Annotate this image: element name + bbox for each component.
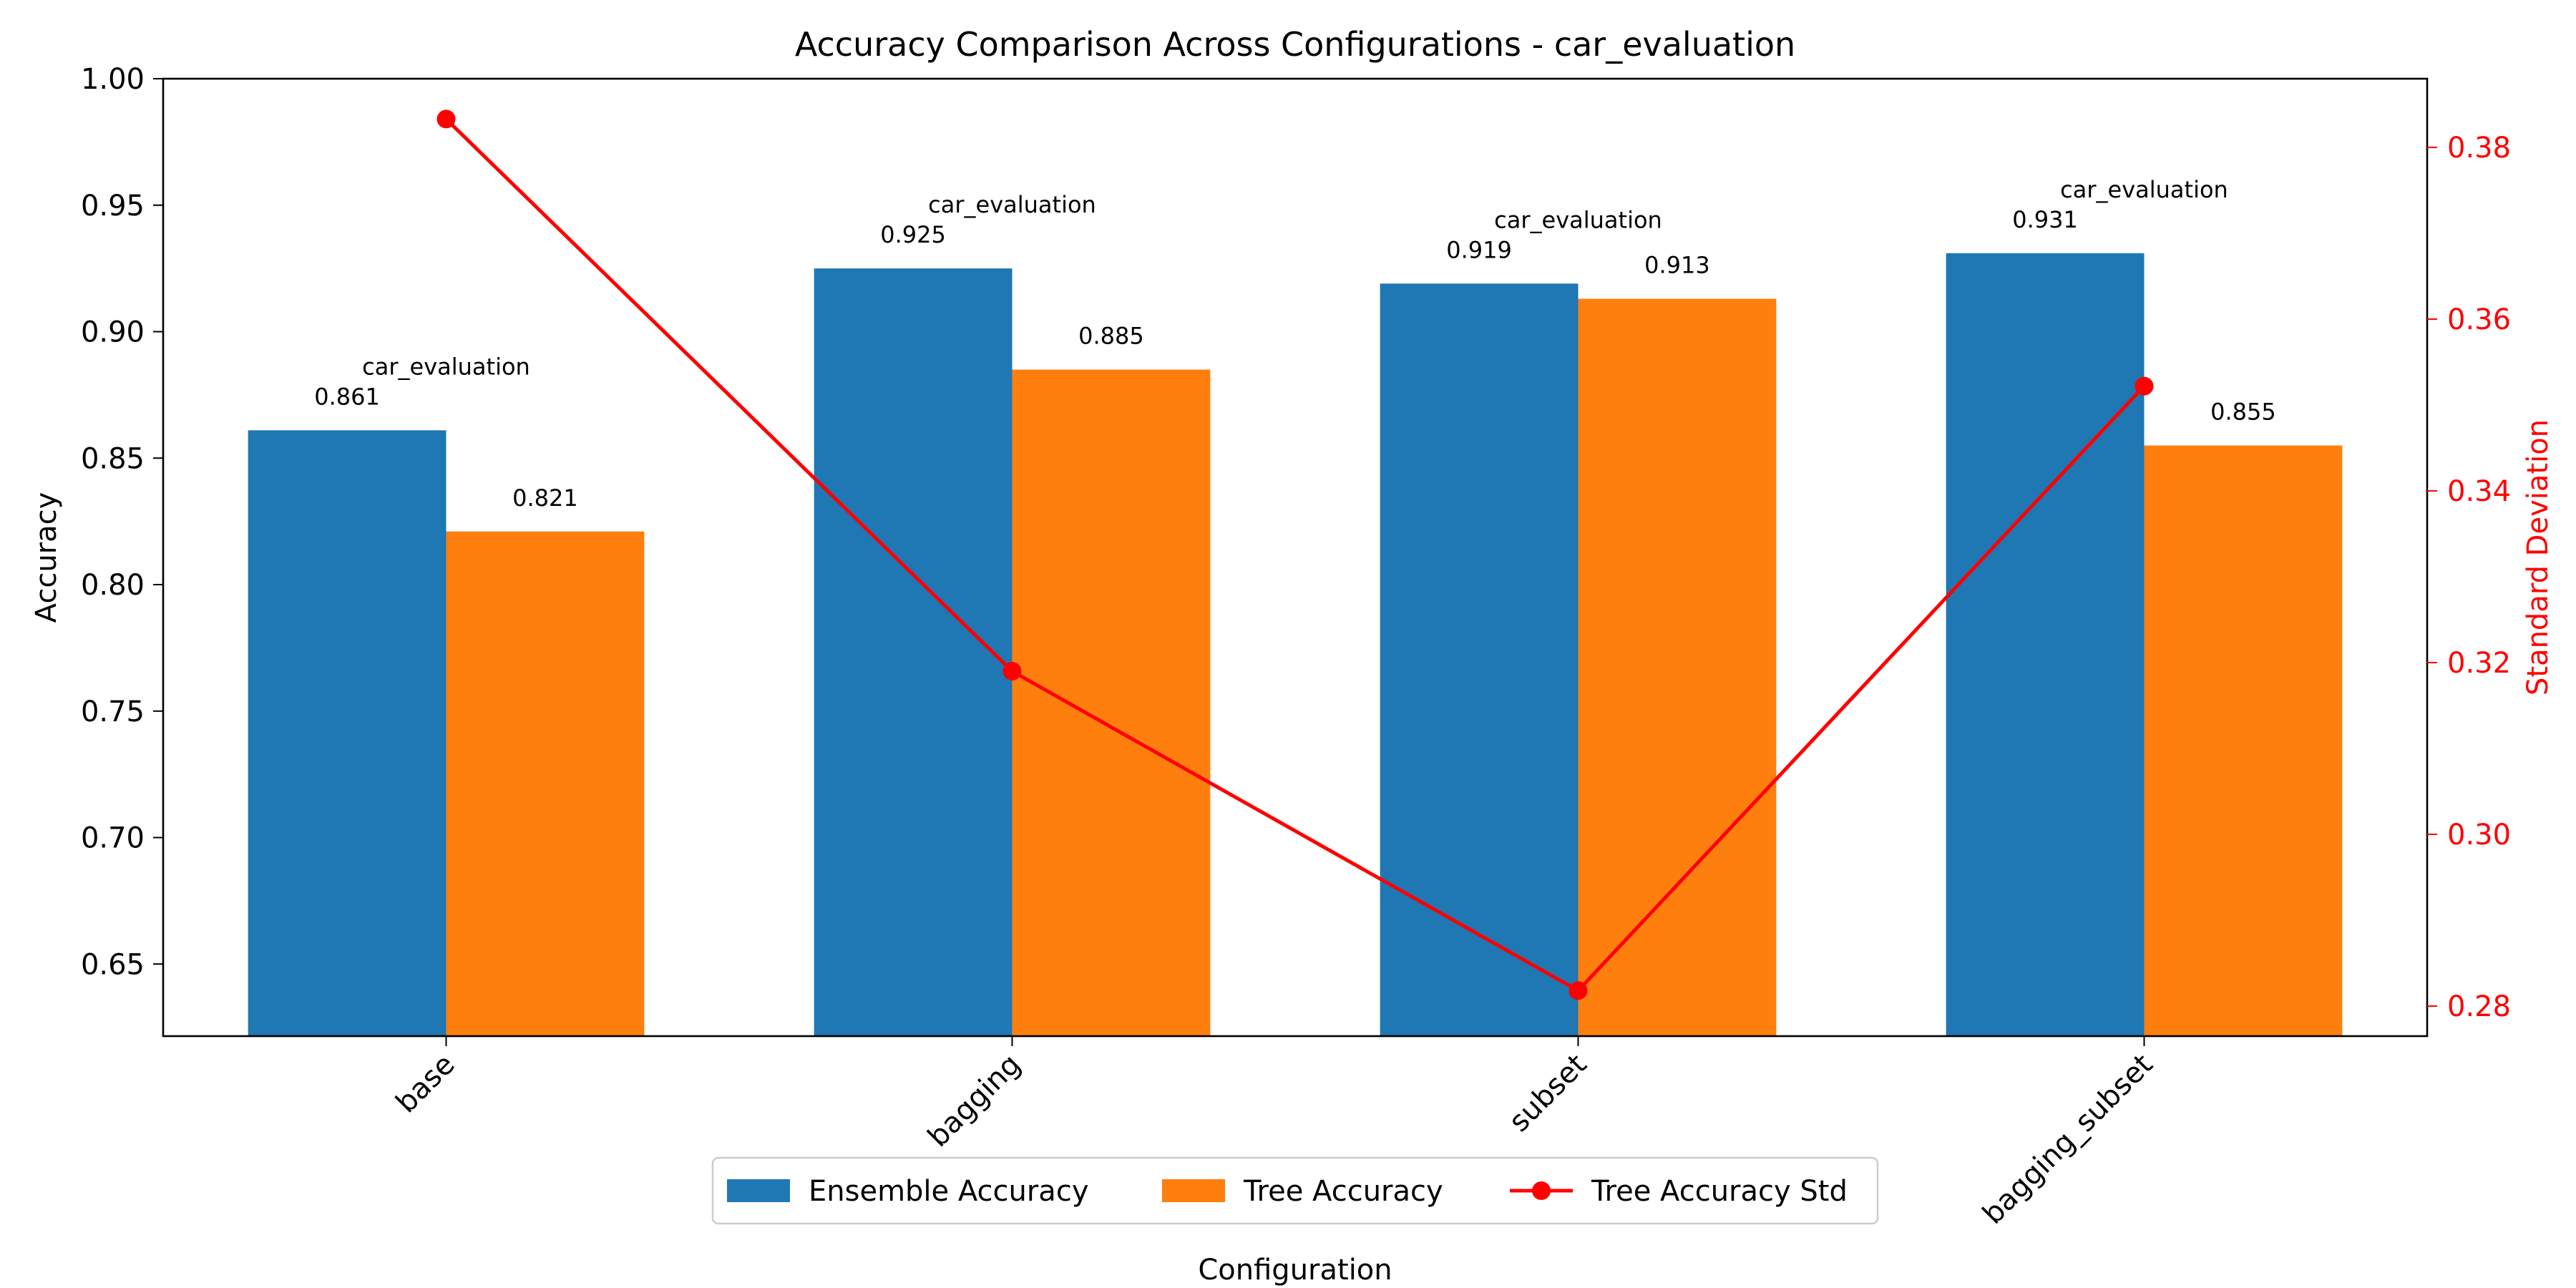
right-tick-label: 0.32 — [2447, 647, 2511, 680]
tree-accuracy-bar-bagging — [1012, 369, 1211, 1036]
ensemble-accuracy-bar-base — [248, 430, 447, 1036]
tree-value-label-bagging: 0.885 — [1078, 323, 1144, 350]
left-axis: 0.65 0.70 0.75 0.80 0.85 0.90 0.95 1.00 — [81, 63, 163, 981]
dataset-annotation-bagging: car_evaluation — [928, 191, 1096, 218]
ensemble-value-label-bagging_subset: 0.931 — [2012, 206, 2078, 233]
tree-accuracy-bar-bagging_subset — [2144, 445, 2343, 1036]
tree-accuracy-std-point-bagging — [1002, 662, 1022, 680]
tree-accuracy-std-point-bagging_subset — [2135, 376, 2154, 396]
legend-label-0: Ensemble Accuracy — [809, 1175, 1088, 1208]
ensemble-accuracy-bar-subset — [1380, 283, 1579, 1036]
ensemble-accuracy-bar-bagging — [814, 268, 1013, 1036]
dataset-annotation-base: car_evaluation — [362, 353, 530, 380]
left-tick-label: 0.90 — [81, 316, 145, 349]
bars-layer — [248, 253, 2343, 1037]
left-tick-label: 0.85 — [81, 442, 145, 475]
tree-accuracy-std-line — [444, 117, 2146, 992]
left-tick-label: 0.65 — [81, 948, 145, 981]
tree-value-label-base: 0.821 — [512, 484, 578, 512]
right-tick-label: 0.36 — [2447, 303, 2511, 336]
ensemble-value-label-subset: 0.919 — [1446, 236, 1512, 263]
chart-title: Accuracy Comparison Across Configuration… — [795, 25, 1795, 64]
tree-value-label-subset: 0.913 — [1644, 252, 1710, 279]
legend-box — [711, 1156, 1879, 1225]
right-tick-label: 0.28 — [2447, 990, 2511, 1023]
right-tick-label: 0.34 — [2447, 475, 2511, 508]
dataset-annotation-bagging_subset: car_evaluation — [2060, 176, 2228, 203]
ensemble-value-label-bagging: 0.925 — [880, 221, 946, 248]
std-line-layer — [436, 109, 2154, 1000]
tree-accuracy-std-point-subset — [1568, 981, 1588, 1000]
value-labels-layer: 0.861 0.925 0.919 0.931 0.821 0.885 0.913 0.855… — [314, 176, 2275, 512]
ensemble-value-label-base: 0.861 — [314, 383, 380, 410]
tree-accuracy-bar-base — [446, 531, 645, 1036]
legend-label-2: Tree Accuracy Std — [1591, 1175, 1848, 1208]
tree-accuracy-std-point-base — [436, 109, 456, 129]
legend-swatch-marker — [1532, 1181, 1551, 1200]
left-tick-label: 0.80 — [81, 569, 145, 602]
left-tick-label: 1.00 — [81, 63, 145, 96]
left-tick-label: 0.70 — [81, 822, 145, 855]
left-tick-label: 0.75 — [81, 696, 145, 728]
right-axis: 0.28 0.30 0.32 0.34 0.36 0.38 — [2427, 132, 2511, 1023]
tree-accuracy-bar-subset — [1578, 298, 1777, 1037]
x-axis-label: Configuration — [1198, 1254, 1392, 1287]
right-tick-label: 0.38 — [2447, 132, 2511, 165]
legend-label-1: Tree Accuracy — [1243, 1175, 1443, 1208]
ensemble-accuracy-bar-bagging_subset — [1946, 253, 2145, 1036]
right-tick-label: 0.30 — [2447, 819, 2511, 852]
legend-swatch-0 — [727, 1179, 790, 1202]
y-axis-label: Accuracy — [30, 492, 63, 623]
legend: Ensemble Accuracy Tree Accuracy Tree Accur… — [711, 1156, 1879, 1225]
tree-value-label-bagging_subset: 0.855 — [2210, 399, 2276, 426]
y2-axis-label: Standard Deviation — [2522, 419, 2555, 696]
legend-swatch-1 — [1162, 1179, 1225, 1202]
dataset-annotation-subset: car_evaluation — [1494, 206, 1662, 233]
plot-frame — [162, 77, 2429, 1038]
left-tick-label: 0.95 — [81, 190, 145, 223]
